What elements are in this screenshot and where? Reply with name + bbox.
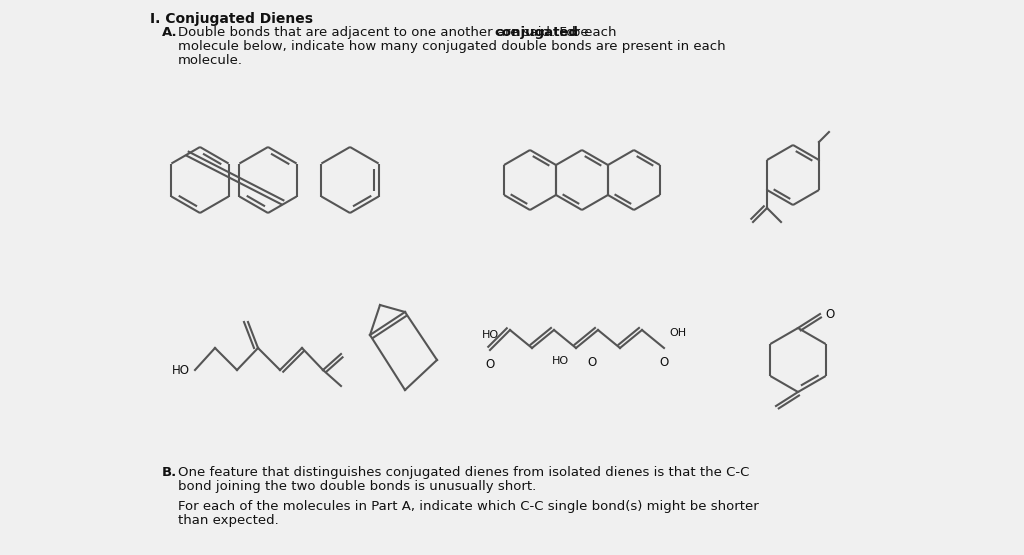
- Text: HO: HO: [481, 330, 499, 340]
- Text: HO: HO: [172, 364, 190, 376]
- Text: O: O: [659, 356, 669, 369]
- Text: bond joining the two double bonds is unusually short.: bond joining the two double bonds is unu…: [178, 480, 537, 493]
- Text: B.: B.: [162, 466, 177, 479]
- Text: I. Conjugated Dienes: I. Conjugated Dienes: [150, 12, 313, 26]
- Text: A.: A.: [162, 26, 177, 39]
- Text: O: O: [825, 307, 835, 320]
- Text: For each of the molecules in Part A, indicate which C-C single bond(s) might be : For each of the molecules in Part A, ind…: [178, 500, 759, 513]
- Text: O: O: [485, 358, 495, 371]
- Text: OH: OH: [669, 328, 686, 338]
- Text: molecule below, indicate how many conjugated double bonds are present in each: molecule below, indicate how many conjug…: [178, 40, 726, 53]
- Text: molecule.: molecule.: [178, 54, 243, 67]
- Text: than expected.: than expected.: [178, 514, 279, 527]
- Text: O: O: [588, 356, 597, 369]
- Text: HO: HO: [552, 356, 568, 366]
- Text: . For each: . For each: [551, 26, 616, 39]
- Text: One feature that distinguishes conjugated dienes from isolated dienes is that th: One feature that distinguishes conjugate…: [178, 466, 750, 479]
- Text: Double bonds that are adjacent to one another are said to be: Double bonds that are adjacent to one an…: [178, 26, 593, 39]
- Text: conjugated: conjugated: [494, 26, 578, 39]
